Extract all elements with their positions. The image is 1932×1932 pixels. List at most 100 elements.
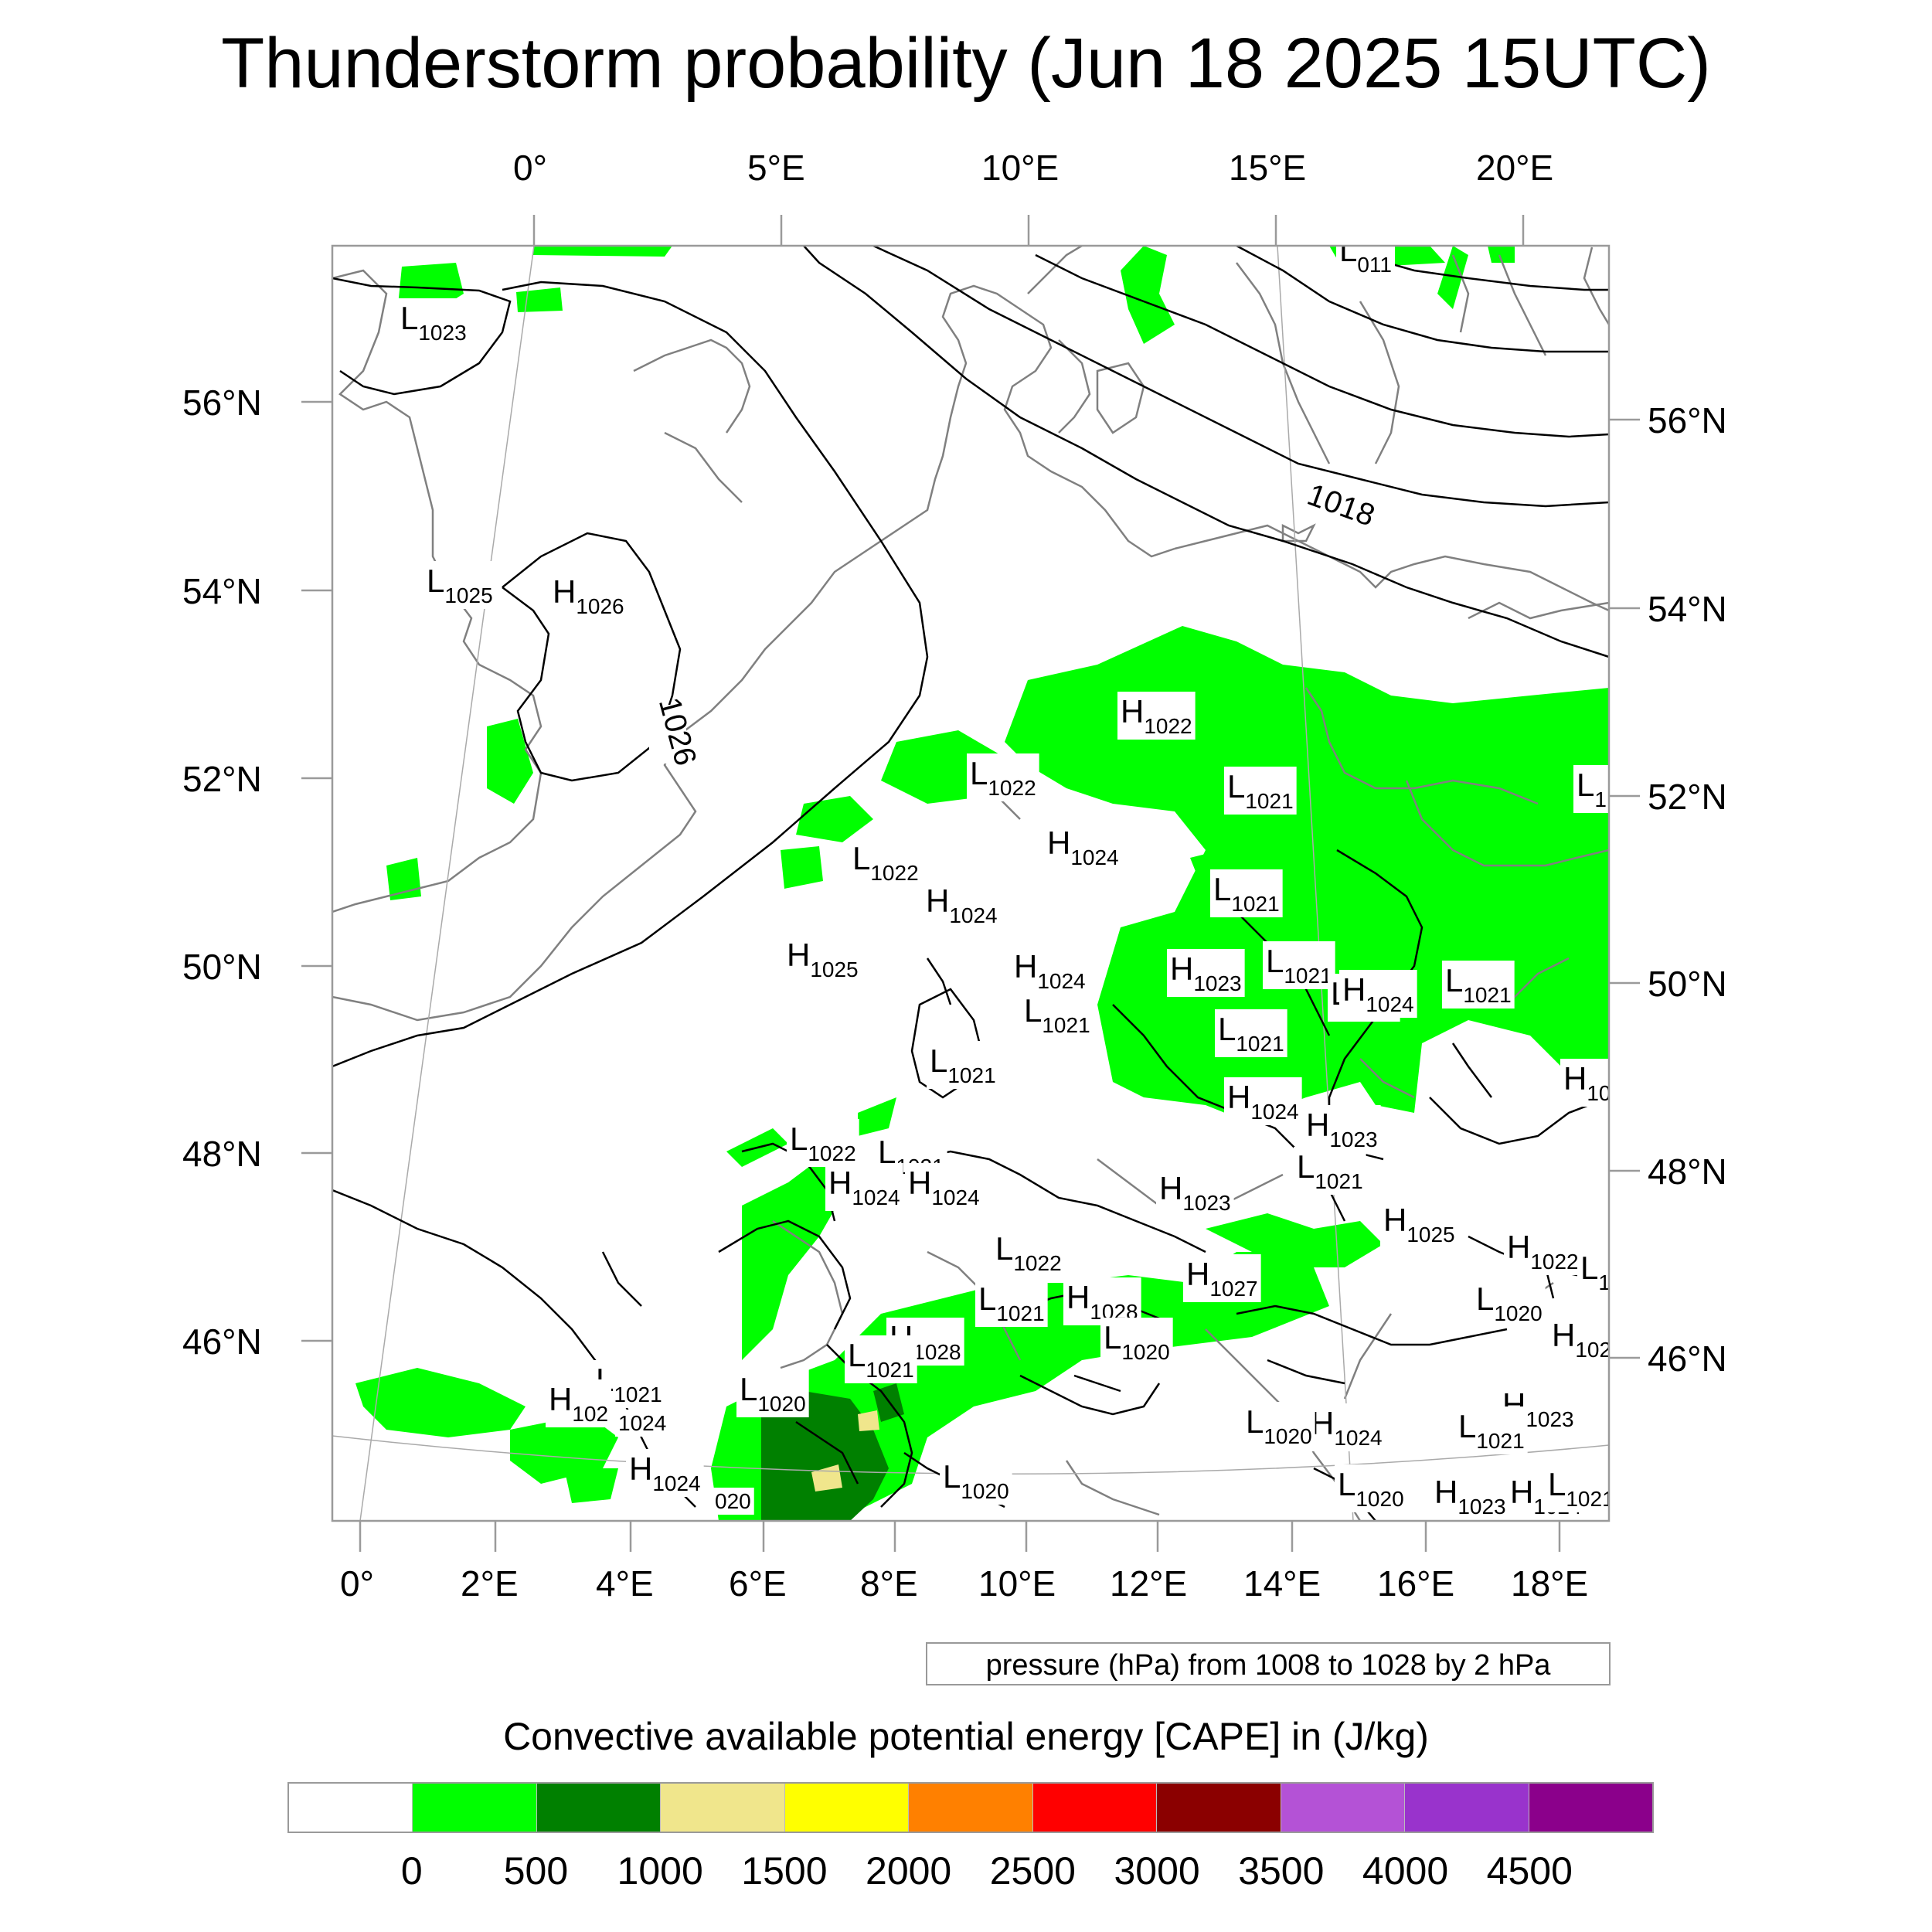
- left-lat-label: 56°N: [182, 383, 262, 423]
- pressure-center-label: H102: [549, 1381, 608, 1426]
- legend-tick-label: 1000: [617, 1849, 703, 1893]
- right-lat-label: 56°N: [1648, 400, 1727, 440]
- pressure-center-bg: [1473, 1279, 1546, 1327]
- right-lat-label: 46°N: [1648, 1338, 1727, 1379]
- bottom-lon-label: 0°: [340, 1563, 374, 1604]
- pressure-center-label: L1022: [970, 755, 1036, 800]
- pressure-center-label: L1025: [427, 563, 493, 607]
- pressure-center-bg: [849, 838, 922, 886]
- pressure-center-label: L1021: [1024, 992, 1090, 1037]
- pressure-center-bg: [549, 572, 628, 620]
- pressure-center-bg: [1549, 1315, 1609, 1363]
- pressure-center-bg: [940, 1457, 1012, 1505]
- bottom-lon-label: 4°E: [596, 1563, 654, 1604]
- top-lon-label: 20°E: [1476, 148, 1554, 188]
- pressure-center-bg: [1455, 1406, 1528, 1454]
- pressure-center-label: L1020: [1476, 1281, 1543, 1325]
- pressure-center-bg: [546, 1379, 612, 1427]
- pressure-center-bg: [1044, 823, 1122, 871]
- pressure-center-bg: [1063, 1277, 1141, 1325]
- pressure-center-label: L1021: [1227, 768, 1294, 813]
- pressure-center-bg: [1335, 1464, 1407, 1512]
- left-lat-label: 46°N: [182, 1321, 262, 1362]
- pressure-center-bg: [1021, 991, 1094, 1039]
- pressure-center-label: H1023: [1170, 951, 1242, 995]
- bottom-lon-label: 10°E: [978, 1563, 1056, 1604]
- pressure-center-label: L1020: [1338, 1466, 1404, 1511]
- pressure-center-bg: [423, 561, 496, 609]
- legend-color-box: [1281, 1784, 1406, 1832]
- pressure-center-label: H1024: [1227, 1079, 1299, 1124]
- legend-tick-label: 500: [503, 1849, 569, 1893]
- pressure-center-bg: [1243, 1402, 1315, 1450]
- pressure-center-label: L1022: [995, 1230, 1062, 1275]
- bottom-lon-label: 8°E: [860, 1563, 918, 1604]
- pressure-center-bg: [1380, 1200, 1458, 1248]
- legend-color-box: [413, 1784, 537, 1832]
- legend-tick-label: 3000: [1114, 1849, 1200, 1893]
- pressure-center-label: L1021: [1297, 1148, 1363, 1193]
- bottom-lon-label: 2°E: [461, 1563, 519, 1604]
- left-lat-label: 52°N: [182, 759, 262, 799]
- pressure-center-bg: [1100, 1318, 1173, 1366]
- pressure-center-bg: [1294, 1147, 1366, 1195]
- pressure-center-bg: [736, 1369, 809, 1417]
- pressure-center-bg: [1339, 970, 1417, 1018]
- pressure-center-bg: [1545, 1464, 1609, 1512]
- pressure-center-label: H1023: [1434, 1474, 1506, 1519]
- pressure-center-label: H1025: [787, 937, 859, 981]
- bottom-lon-label: 6°E: [729, 1563, 787, 1604]
- right-lat-label: 54°N: [1648, 589, 1727, 629]
- pressure-center-label: H1024: [1342, 971, 1414, 1016]
- legend-tick-label: 2000: [866, 1849, 952, 1893]
- pressure-center-bg: [784, 935, 862, 983]
- pressure-center-bg: [825, 1163, 903, 1211]
- pressure-center-bg: [1011, 947, 1089, 995]
- top-lon-label: 5°E: [747, 148, 805, 188]
- top-lon-label: 15°E: [1229, 148, 1307, 188]
- pressure-center-label: H1024: [908, 1165, 980, 1209]
- pressure-center-label: H10: [1563, 1060, 1611, 1105]
- legend-color-box: [1032, 1784, 1158, 1832]
- pressure-center-label: 020: [715, 1489, 751, 1513]
- pressure-center-label: L1020: [1246, 1403, 1312, 1448]
- pressure-center-label: L1020: [740, 1371, 806, 1416]
- pressure-center-label: H1024: [926, 883, 998, 927]
- pressure-center-bg: [923, 881, 1001, 929]
- pressure-center-bg: [1577, 1248, 1609, 1296]
- pressure-center-label: H1024: [1014, 948, 1086, 993]
- pressure-center-bg: [1210, 869, 1283, 917]
- pressure-center-label: L1020: [943, 1458, 1009, 1503]
- isobar-labels: 1018 1026: [649, 473, 1385, 769]
- pressure-center-bg: [1442, 961, 1515, 1009]
- pressure-center-label: L1021: [1458, 1408, 1525, 1453]
- pressure-center-bg: [1224, 1077, 1302, 1125]
- pressure-center-bg: [1560, 1059, 1609, 1107]
- pressure-center-label: H1027: [1186, 1256, 1258, 1301]
- axis-ticks: [301, 215, 1640, 1552]
- pressure-center-label: H1024: [1047, 825, 1119, 869]
- bottom-lon-label: 12°E: [1110, 1563, 1188, 1604]
- pressure-center-label: H1023: [1159, 1170, 1231, 1215]
- top-lon-label: 10°E: [981, 148, 1060, 188]
- bottom-lon-label: 18°E: [1511, 1563, 1589, 1604]
- legend-tick-label: 0: [400, 1849, 423, 1893]
- pressure-center-label: 1024: [618, 1411, 666, 1435]
- legend-color-box: [909, 1784, 1033, 1832]
- pressure-center-bg: [1336, 246, 1395, 278]
- pressure-center-bg: [615, 1410, 670, 1437]
- pressure-center-label: H1022: [1121, 693, 1192, 738]
- pressure-center-bg: [1504, 1227, 1582, 1275]
- pressure-center-label: L1021: [848, 1337, 914, 1382]
- pressure-center-bg: [1303, 1105, 1381, 1153]
- legend-color-box: [289, 1784, 413, 1832]
- pressure-center-label: L1022: [790, 1121, 856, 1165]
- pressure-center-bg: [1117, 692, 1196, 740]
- pressure-center-bg: [1263, 941, 1335, 989]
- contour-info-box: pressure (hPa) from 1008 to 1028 by 2 hP…: [926, 1642, 1611, 1685]
- pressure-center-bg: [927, 1041, 999, 1089]
- legend-tick-label: 2500: [989, 1849, 1076, 1893]
- pressure-center-bg: [1167, 949, 1245, 997]
- legend-color-box: [536, 1784, 662, 1832]
